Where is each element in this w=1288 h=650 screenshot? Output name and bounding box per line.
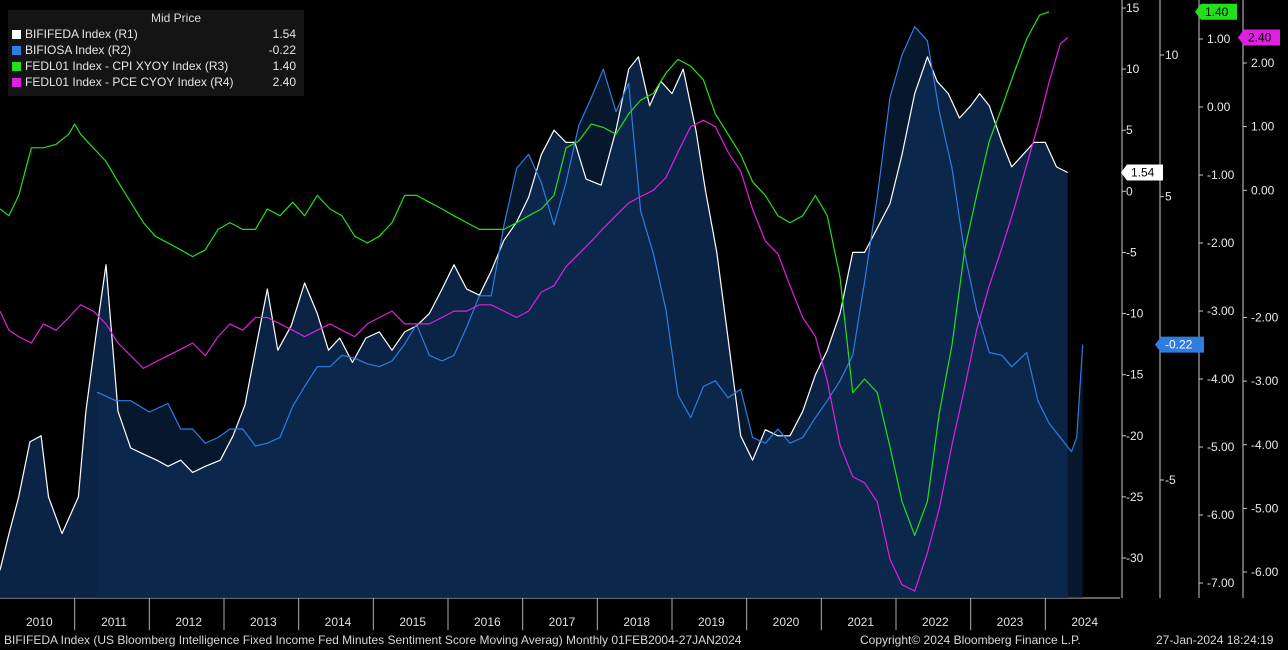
- r2-last-value-box: [1155, 336, 1204, 353]
- legend-label: BIFIFEDA Index (R1): [25, 27, 138, 41]
- series-line: [0, 11, 1050, 536]
- series-line: [0, 56, 1068, 571]
- x-tick-label: 2015: [399, 615, 426, 629]
- x-tick-label: 2019: [698, 615, 725, 629]
- legend-value: -0.22: [268, 43, 296, 57]
- x-tick-label: 2013: [250, 615, 277, 629]
- r3-tick-label: -7.00: [1207, 576, 1235, 590]
- r1-tick-label: 5: [1126, 123, 1133, 137]
- last-value-labels: 1.54 -0.22 1.40 2.40: [1121, 3, 1280, 353]
- r4-tick-label: -4.00: [1251, 438, 1279, 452]
- r4-tick-label: 2.00: [1251, 56, 1275, 70]
- r4-last-value: 2.40: [1248, 31, 1272, 45]
- series-area: [97, 26, 1083, 598]
- legend-item-bifiosa[interactable]: BIFIOSA Index (R2) -0.22: [8, 42, 304, 58]
- x-tick-label: 2016: [474, 615, 501, 629]
- r4-tick-label: 0.00: [1251, 183, 1275, 197]
- x-tick-label: 2017: [549, 615, 576, 629]
- r1-tick-label: -20: [1126, 429, 1144, 443]
- r1-tick-label: -30: [1126, 551, 1144, 565]
- r3-last-value: 1.40: [1205, 5, 1229, 19]
- r3-tick-label: -3.00: [1207, 304, 1235, 318]
- legend-swatch: [12, 45, 21, 55]
- r2-tick-label: -5: [1165, 473, 1176, 487]
- r1-tick-label: 10: [1126, 62, 1140, 76]
- footer-copyright: Copyright© 2024 Bloomberg Finance L.P.: [860, 633, 1081, 647]
- legend-title: Mid Price: [150, 11, 201, 25]
- series-line: [0, 37, 1069, 592]
- r3-last-value-box: [1195, 3, 1237, 20]
- r4-tick-label: -3.00: [1251, 374, 1279, 388]
- r3-tick-label: -1.00: [1207, 168, 1235, 182]
- r4-tick-label: -2.00: [1251, 311, 1279, 325]
- legend: Mid Price BIFIFEDA Index (R1) 1.54 BIFIO…: [8, 10, 304, 96]
- legend-label: FEDL01 Index - PCE CYOY Index (R4): [25, 75, 234, 89]
- legend-label: FEDL01 Index - CPI XYOY Index (R3): [25, 59, 229, 73]
- r3-tick-label: -5.00: [1207, 440, 1235, 454]
- legend-swatch: [12, 61, 21, 71]
- legend-value: 1.54: [272, 27, 296, 41]
- r1-tick-label: 0: [1126, 184, 1133, 198]
- x-tick-label: 2020: [773, 615, 800, 629]
- series-lines: [0, 11, 1084, 592]
- r1-last-value: 1.54: [1131, 166, 1155, 180]
- x-tick-label: 2011: [101, 615, 127, 629]
- r1-tick-label: -10: [1126, 307, 1144, 321]
- series-line: [96, 26, 1084, 453]
- x-tick-label: 2023: [997, 615, 1024, 629]
- x-tick-label: 2010: [26, 615, 53, 629]
- r2-tick-label: 5: [1165, 190, 1172, 204]
- legend-item-cpi[interactable]: FEDL01 Index - CPI XYOY Index (R3) 1.40: [8, 58, 304, 74]
- legend-value: 2.40: [272, 75, 296, 89]
- x-tick-label: 2024: [1071, 615, 1098, 629]
- r1-tick-label: -15: [1126, 368, 1144, 382]
- legend-value: 1.40: [272, 59, 296, 73]
- r4-tick-label: -6.00: [1251, 565, 1279, 579]
- series-fills: [0, 26, 1083, 598]
- r3-tick-label: -2.00: [1207, 236, 1235, 250]
- r3-tick-label: 1.00: [1207, 32, 1231, 46]
- footer-timestamp: 27-Jan-2024 18:24:19: [1156, 633, 1274, 647]
- r4-tick-label: 1.00: [1251, 120, 1275, 134]
- x-tick-label: 2022: [922, 615, 949, 629]
- r3-tick-label: -6.00: [1207, 508, 1235, 522]
- r3-tick-label: 0.00: [1207, 100, 1231, 114]
- x-tick-label: 2012: [175, 615, 202, 629]
- r1-last-value-box: [1121, 164, 1163, 181]
- legend-swatch: [12, 29, 21, 39]
- x-tick-label: 2018: [623, 615, 650, 629]
- legend-swatch: [12, 77, 21, 87]
- r2-last-value: -0.22: [1165, 338, 1193, 352]
- r1-tick-label: -25: [1126, 490, 1144, 504]
- legend-label: BIFIOSA Index (R2): [25, 43, 132, 57]
- r2-tick-label: 10: [1165, 48, 1179, 62]
- legend-item-pce[interactable]: FEDL01 Index - PCE CYOY Index (R4) 2.40: [8, 74, 304, 90]
- r4-last-value-box: [1238, 29, 1280, 46]
- axes: 2010 2011 2012 2013 2014 2015 2016 2017 2018 2019…: [26, 0, 1279, 629]
- r1-tick-label: 15: [1126, 1, 1140, 15]
- r1-tick-label: -5: [1126, 245, 1137, 259]
- legend-item-bififeda[interactable]: BIFIFEDA Index (R1) 1.54: [8, 26, 304, 42]
- r4-tick-label: -5.00: [1251, 501, 1279, 515]
- x-tick-label: 2014: [325, 615, 352, 629]
- r3-tick-label: -4.00: [1207, 372, 1235, 386]
- x-tick-label: 2021: [847, 615, 874, 629]
- footer-description: BIFIFEDA Index (US Bloomberg Intelligenc…: [4, 633, 742, 647]
